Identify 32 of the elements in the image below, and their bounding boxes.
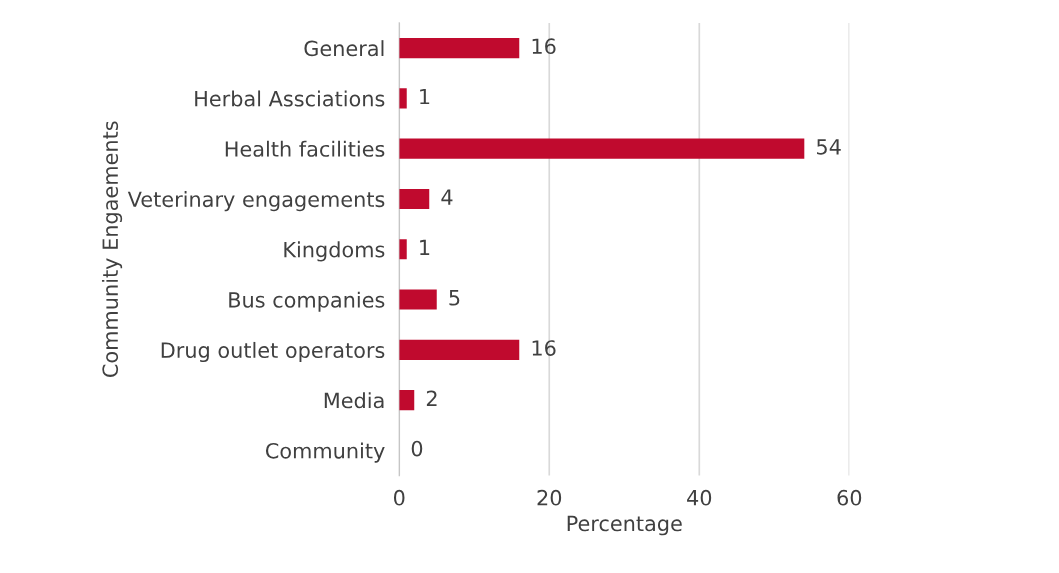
y-tick-label: General — [304, 40, 384, 57]
data-label: 4 — [441, 189, 453, 205]
data-label: 16 — [532, 340, 556, 356]
data-label: 5 — [449, 290, 460, 306]
y-tick-label: Community — [265, 442, 385, 463]
data-label: 16 — [532, 38, 556, 55]
y-tick-label: Media — [324, 392, 384, 409]
x-axis-title: Percentage — [567, 515, 682, 536]
y-tick-label: Kingdoms — [284, 241, 385, 262]
data-label: 54 — [817, 139, 841, 155]
bar — [399, 289, 437, 310]
data-label: 2 — [426, 390, 437, 406]
bar — [399, 38, 520, 59]
x-tick-label: 0 — [393, 489, 405, 506]
y-tick-label: Herbal Assciations — [195, 90, 385, 107]
x-tick-label: 60 — [837, 489, 862, 506]
data-label: 1 — [420, 88, 430, 105]
bar — [399, 239, 407, 260]
data-label: 0 — [411, 440, 423, 457]
y-tick-label: Drug outlet operators — [161, 341, 385, 363]
bar — [399, 339, 520, 360]
data-label: 1 — [420, 239, 430, 255]
y-tick-label: Veterinary engagements — [127, 191, 385, 212]
bar — [399, 188, 430, 210]
bar — [399, 390, 415, 411]
y-tick-label: Health facilities — [225, 140, 385, 157]
x-tick-label: 40 — [687, 489, 712, 506]
bar — [399, 88, 407, 109]
y-tick-label: Bus companies — [229, 291, 385, 312]
x-tick-label: 20 — [537, 489, 562, 506]
bar — [399, 138, 805, 159]
y-axis-title: Community Engaements — [101, 121, 123, 377]
